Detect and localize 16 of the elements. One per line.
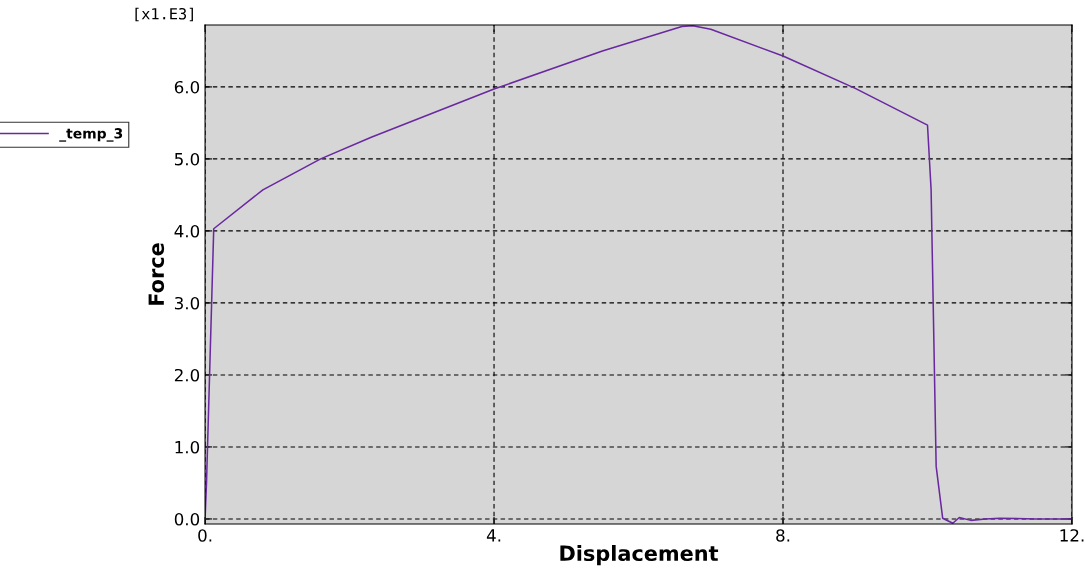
- y-tick-label: 1.0: [175, 440, 200, 454]
- y-tick-label: 3.0: [174, 296, 200, 310]
- x-tick-label: 12.: [1060, 529, 1084, 542]
- y-axis-title: Force: [148, 243, 165, 305]
- legend-label: _temp_3: [59, 128, 123, 142]
- y-tick-label: 6.0: [174, 80, 200, 94]
- y-tick-label: 0.0: [174, 512, 200, 526]
- x-axis-title: Displacement: [560, 544, 719, 566]
- line-series: [205, 24, 1072, 524]
- x-tick-label: 4.: [486, 529, 501, 542]
- y-tick-label: 4.0: [174, 224, 200, 238]
- x-tick-label: 0.: [198, 529, 212, 542]
- y-tick-label: 5.0: [174, 152, 200, 166]
- text: [x1.E3]: [135, 7, 193, 22]
- y-tick-label: 2.0: [174, 368, 200, 382]
- x-tick-label: 8.: [776, 529, 790, 542]
